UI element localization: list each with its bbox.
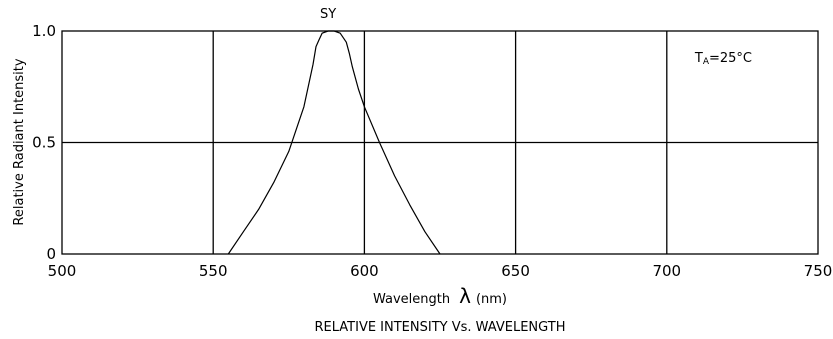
x-axis-label: Wavelength λ (nm)	[373, 284, 507, 308]
x-tick-label: 650	[501, 262, 530, 280]
y-tick-label: 1.0	[32, 22, 56, 40]
series-line-sy	[227, 30, 441, 255]
series-label-sy: SY	[320, 7, 336, 22]
x-tick-labels: 500 550 600 650 700 750	[48, 262, 833, 280]
series-layer	[227, 30, 441, 255]
x-tick-label: 550	[199, 262, 228, 280]
temperature-annotation: TA=25°C	[694, 51, 752, 67]
x-axis-label-unit: (nm)	[476, 292, 507, 307]
temperature-annotation-value: =25°C	[709, 51, 752, 66]
x-tick-label: 700	[652, 262, 681, 280]
chart-title: RELATIVE INTENSITY Vs. WAVELENGTH	[315, 320, 566, 335]
x-tick-label: 500	[48, 262, 77, 280]
temperature-annotation-symbol: T	[694, 51, 703, 66]
y-tick-label: 0	[46, 245, 56, 263]
y-tick-labels: 0 0.5 1.0	[32, 22, 56, 263]
y-tick-label: 0.5	[32, 134, 56, 152]
y-axis-label: Relative Radiant Intensity	[12, 58, 27, 225]
x-axis-label-text: Wavelength	[373, 292, 450, 307]
temperature-annotation-subscript: A	[703, 57, 710, 67]
grid-lines	[62, 31, 818, 254]
x-tick-label: 600	[350, 262, 379, 280]
x-tick-label: 750	[804, 262, 833, 280]
x-axis-label-symbol: λ	[459, 284, 471, 308]
